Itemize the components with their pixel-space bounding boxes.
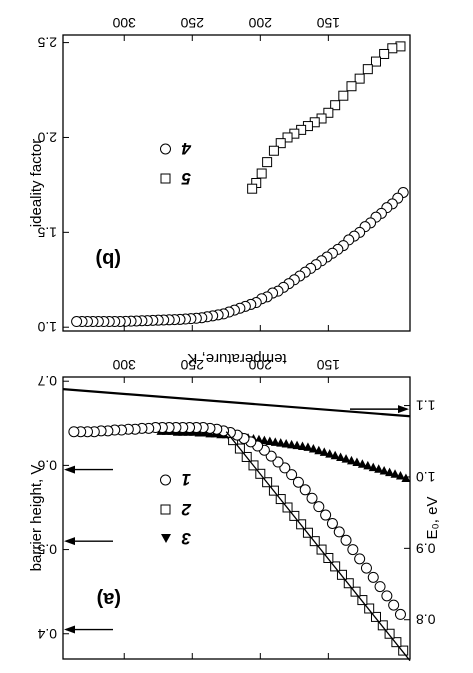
y-tick-label: 0.4 [37, 626, 57, 642]
data-point-circle [68, 426, 80, 438]
data-point-square [379, 48, 390, 59]
data-point-square [350, 586, 361, 597]
y-tick-label: 0.6 [37, 457, 57, 473]
panel-a-label: (a) [97, 588, 121, 610]
x-tick-label: 250 [180, 357, 204, 373]
legend-label-2: 2 [181, 500, 192, 519]
y2-tick-label: 0.8 [416, 612, 436, 628]
panel-ideality-factor: 150 200 250 300 1.0 1.5 2.0 2.5 (b) 5 4 idealit… [28, 15, 411, 367]
data-point-circle [306, 492, 318, 504]
panel-b-frame [62, 34, 411, 332]
data-point-square [256, 168, 267, 179]
panel-a-frame [62, 376, 411, 660]
data-point-square [387, 43, 398, 54]
data-point-square [336, 569, 347, 580]
data-point-square [370, 56, 381, 67]
arrow-head [398, 405, 409, 414]
legend-marker-circle-a [160, 474, 171, 486]
data-point-circle [286, 469, 298, 481]
y-tick-label: 2.5 [37, 35, 57, 51]
legend-marker-square [160, 173, 171, 184]
panel-barrier-height: 150 200 250 300 0.4 0.5 0.6 0.7 0.8 0.9 1.0 1.1 (a)… [28, 357, 441, 662]
data-point-square [346, 81, 357, 92]
data-point-square [384, 628, 395, 639]
data-point-square [354, 73, 365, 84]
legend-marker-square-a [160, 504, 171, 515]
legend-marker-circle [160, 143, 171, 155]
arrow-head [64, 537, 75, 546]
y2-tick-label: 1.1 [416, 398, 436, 414]
data-point-circle [320, 509, 332, 521]
data-point-square [275, 138, 286, 149]
data-point-circle [71, 316, 83, 328]
data-point-square [343, 578, 354, 589]
data-point-circle [381, 590, 393, 602]
legend-label-3: 3 [181, 529, 191, 548]
y-tick-label: 0.7 [37, 373, 57, 389]
data-point-circle [354, 553, 366, 565]
data-point-circle [292, 476, 304, 488]
data-point-circle [347, 544, 359, 556]
data-point-square [391, 637, 402, 648]
data-point-square [364, 603, 375, 614]
data-point-square [247, 183, 258, 194]
x-tick-label: 300 [112, 357, 136, 373]
legend-label-4: 4 [181, 139, 192, 158]
panel-a-ylabel: barrier height, V [28, 465, 45, 572]
arrow-head [64, 625, 75, 634]
y-tick-label: 1.5 [37, 224, 57, 240]
arrow-head [64, 465, 75, 474]
data-point-circle [333, 526, 345, 538]
data-point-circle [394, 608, 406, 620]
data-point-circle [360, 562, 372, 574]
data-point-square [268, 145, 279, 156]
data-point-circle [340, 534, 352, 546]
y2-tick-label: 0.9 [416, 540, 436, 556]
data-point-square [262, 157, 273, 168]
data-point-square [398, 645, 409, 656]
panel-a-y2label: E₀, eV [424, 497, 441, 540]
data-point-square [370, 611, 381, 622]
panel-b-ylabel: ideality factor [28, 139, 45, 227]
data-point-circle [388, 599, 400, 611]
fit-line [225, 431, 411, 662]
data-point-square [323, 107, 334, 118]
y-tick-label: 0.5 [37, 542, 57, 558]
data-point-square [362, 64, 373, 75]
panel-b-label: (b) [95, 248, 121, 270]
panel-a-legend: 3 2 1 [160, 470, 192, 548]
x-tick-label: 200 [248, 357, 272, 373]
fit-line [62, 388, 411, 418]
data-point-square [395, 41, 406, 52]
data-point-circle [313, 501, 325, 513]
data-point-triangle [401, 473, 411, 483]
legend-marker-triangle [161, 534, 171, 543]
x-tick-label: 150 [316, 15, 340, 31]
panel-b-legend: 5 4 [160, 139, 192, 188]
data-point-circle [374, 581, 386, 593]
y-tick-label: 1.0 [37, 319, 57, 335]
y-tick-label: 2.0 [37, 129, 57, 145]
data-point-square [338, 90, 349, 101]
legend-label-5: 5 [181, 169, 191, 188]
data-point-circle [367, 571, 379, 583]
x-tick-label: 200 [248, 15, 272, 31]
x-tick-label: 250 [180, 15, 204, 31]
data-point-square [282, 132, 293, 143]
data-point-circle [326, 517, 338, 529]
y2-tick-label: 1.0 [416, 469, 436, 485]
legend-label-1: 1 [182, 470, 191, 489]
data-point-circle [299, 484, 311, 496]
data-point-square [357, 595, 368, 606]
data-point-square [330, 100, 341, 111]
x-tick-label: 150 [316, 357, 340, 373]
data-point-square [377, 620, 388, 631]
x-tick-label: 300 [112, 15, 136, 31]
panel-b-xlabel: temperature, K [187, 350, 286, 367]
